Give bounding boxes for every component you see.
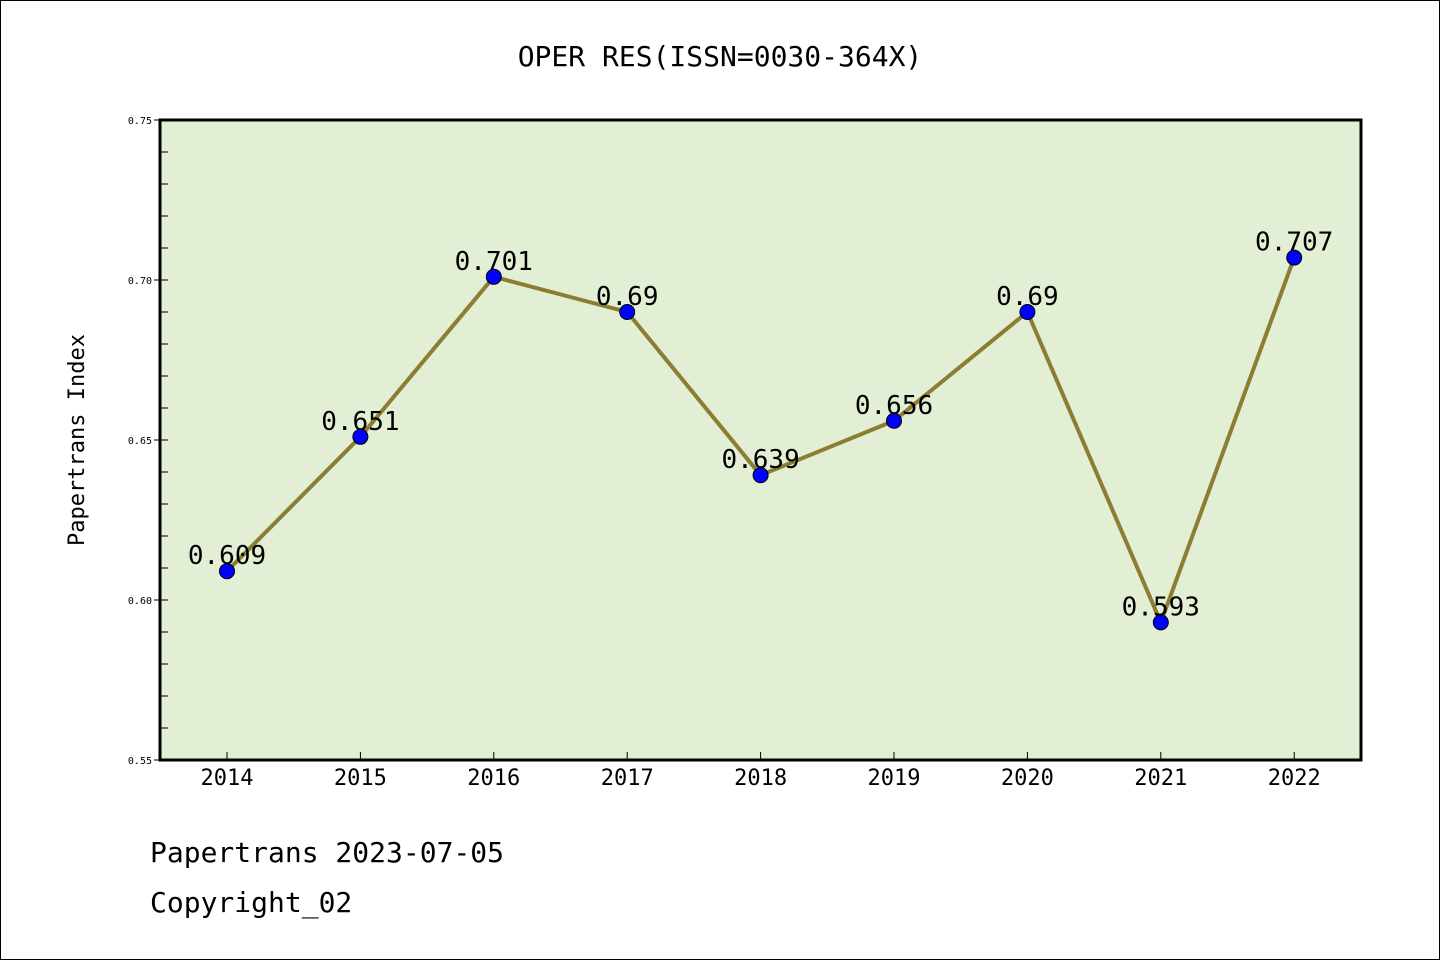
x-tick-label: 2015 — [334, 766, 387, 791]
y-axis-label: Papertrans Index — [65, 334, 90, 546]
x-tick-label: 2014 — [201, 766, 254, 791]
data-point — [352, 428, 369, 445]
plot-border — [158, 118, 1363, 762]
data-label: 0.656 — [855, 391, 933, 421]
data-point — [752, 467, 769, 484]
y-tick-label: 0.70 — [128, 276, 152, 287]
plot-area — [160, 120, 1361, 760]
data-label: 0.701 — [455, 247, 533, 277]
series-layer: 0.609 0.651 0.701 0.69 0.639 0.656 0.69 0.593 0.… — [188, 228, 1333, 631]
y-tick-label: 0.55 — [128, 756, 152, 767]
y-tick-label: 0.65 — [128, 436, 152, 447]
x-tick-label: 2022 — [1268, 766, 1321, 791]
data-label: 0.707 — [1255, 228, 1333, 258]
data-point — [886, 412, 902, 429]
x-tick-label: 2019 — [868, 766, 921, 791]
x-axis: 2014 2015 2016 2017 2018 2019 2020 2021 2022 — [201, 752, 1321, 791]
y-tick-label: 0.75 — [128, 116, 152, 127]
data-label: 0.651 — [321, 407, 399, 437]
data-point — [485, 268, 502, 285]
chart-title: OPER RES(ISSN=0030-364X) — [518, 40, 923, 73]
data-point — [619, 304, 636, 320]
footer-date: Papertrans 2023-07-05 — [150, 836, 505, 869]
data-label: 0.609 — [188, 541, 266, 571]
x-tick-label: 2016 — [467, 766, 520, 791]
data-label: 0.69 — [996, 282, 1059, 312]
data-point — [1286, 249, 1303, 266]
data-label: 0.593 — [1122, 592, 1200, 622]
x-tick-label: 2021 — [1134, 766, 1187, 791]
x-tick-label: 2017 — [601, 766, 654, 791]
data-point — [1152, 614, 1169, 631]
footer-copyright: Copyright_02 — [150, 886, 353, 919]
data-point — [1019, 304, 1036, 320]
data-point — [219, 563, 235, 580]
data-label: 0.639 — [721, 445, 799, 475]
x-tick-label: 2018 — [734, 766, 787, 791]
x-tick-label: 2020 — [1001, 766, 1054, 791]
y-tick-label: 0.60 — [128, 596, 152, 607]
data-label: 0.69 — [596, 282, 659, 312]
